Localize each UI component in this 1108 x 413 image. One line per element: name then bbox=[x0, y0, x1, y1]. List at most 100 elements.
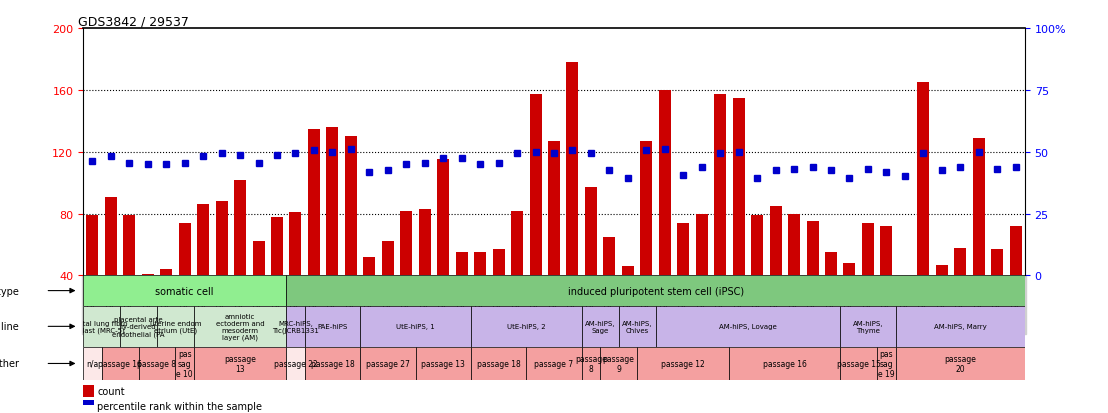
Bar bbox=[973, 138, 985, 276]
Bar bbox=[286, 347, 305, 380]
Bar bbox=[83, 400, 94, 412]
Text: passage 12: passage 12 bbox=[661, 359, 705, 368]
Text: AM-hiPS, Lovage: AM-hiPS, Lovage bbox=[719, 323, 777, 330]
Text: passage 15: passage 15 bbox=[837, 359, 881, 368]
Bar bbox=[360, 347, 416, 380]
Bar bbox=[770, 206, 781, 276]
Bar bbox=[526, 347, 582, 380]
Text: passage 16: passage 16 bbox=[99, 359, 142, 368]
Bar bbox=[471, 306, 582, 347]
Text: pas
sag
e 10: pas sag e 10 bbox=[176, 349, 193, 378]
Bar bbox=[194, 306, 286, 347]
Text: passage
9: passage 9 bbox=[603, 354, 635, 373]
Text: passage 7: passage 7 bbox=[534, 359, 574, 368]
Bar bbox=[142, 274, 154, 276]
Bar bbox=[416, 347, 471, 380]
Bar bbox=[656, 306, 840, 347]
Bar bbox=[286, 276, 1025, 306]
Bar bbox=[400, 211, 412, 276]
Bar bbox=[305, 306, 360, 347]
Bar bbox=[471, 347, 526, 380]
Bar bbox=[843, 263, 855, 276]
Bar bbox=[840, 306, 895, 347]
Bar bbox=[936, 265, 947, 276]
Bar bbox=[659, 90, 670, 276]
Text: passage 18: passage 18 bbox=[310, 359, 355, 368]
Bar bbox=[345, 137, 357, 276]
Bar bbox=[530, 95, 542, 276]
Bar bbox=[83, 306, 120, 347]
Bar bbox=[253, 242, 265, 276]
Bar bbox=[878, 347, 895, 380]
Bar bbox=[216, 202, 227, 276]
Text: somatic cell: somatic cell bbox=[155, 286, 214, 296]
Text: percentile rank within the sample: percentile rank within the sample bbox=[98, 401, 263, 411]
Bar bbox=[582, 347, 601, 380]
Bar bbox=[234, 180, 246, 276]
Bar bbox=[83, 347, 102, 380]
Bar bbox=[840, 347, 878, 380]
Bar bbox=[992, 249, 1003, 276]
Bar bbox=[582, 306, 618, 347]
Bar bbox=[286, 306, 305, 347]
Text: fetal lung fibro
blast (MRC-5): fetal lung fibro blast (MRC-5) bbox=[75, 320, 127, 333]
Text: passage 8: passage 8 bbox=[137, 359, 176, 368]
Text: induced pluripotent stem cell (iPSC): induced pluripotent stem cell (iPSC) bbox=[567, 286, 743, 296]
Bar bbox=[637, 347, 729, 380]
Text: pas
sag
e 19: pas sag e 19 bbox=[878, 349, 895, 378]
Text: PAE-hiPS: PAE-hiPS bbox=[317, 323, 348, 330]
Bar bbox=[83, 276, 286, 306]
Bar bbox=[548, 142, 560, 276]
Text: passage 18: passage 18 bbox=[476, 359, 521, 368]
Bar bbox=[622, 266, 634, 276]
Bar bbox=[83, 385, 94, 397]
Text: AM-hiPS,
Chives: AM-hiPS, Chives bbox=[622, 320, 653, 333]
Text: GDS3842 / 29537: GDS3842 / 29537 bbox=[79, 16, 189, 29]
Bar bbox=[157, 306, 194, 347]
Text: passage 13: passage 13 bbox=[421, 359, 465, 368]
Bar bbox=[86, 216, 99, 276]
Text: cell type: cell type bbox=[0, 286, 19, 296]
Text: AM-hiPS, Marry: AM-hiPS, Marry bbox=[934, 323, 986, 330]
Bar bbox=[197, 205, 209, 276]
Bar bbox=[363, 257, 376, 276]
Text: amniotic
ectoderm and
mesoderm
layer (AM): amniotic ectoderm and mesoderm layer (AM… bbox=[216, 313, 265, 340]
Bar bbox=[102, 347, 138, 380]
Bar bbox=[601, 347, 637, 380]
Bar bbox=[729, 347, 840, 380]
Bar bbox=[178, 223, 191, 276]
Bar bbox=[954, 248, 966, 276]
Text: MRC-hiPS,
Tic(JCRB1331: MRC-hiPS, Tic(JCRB1331 bbox=[273, 320, 319, 333]
Text: n/a: n/a bbox=[86, 359, 99, 368]
Bar bbox=[175, 347, 194, 380]
Bar bbox=[120, 306, 157, 347]
Text: passage
20: passage 20 bbox=[944, 354, 976, 373]
Bar bbox=[677, 223, 689, 276]
Bar bbox=[618, 306, 656, 347]
Bar bbox=[807, 222, 819, 276]
Bar bbox=[732, 98, 745, 276]
Text: passage 27: passage 27 bbox=[366, 359, 410, 368]
Bar bbox=[161, 270, 172, 276]
Bar bbox=[604, 237, 615, 276]
Bar bbox=[419, 209, 431, 276]
Bar bbox=[271, 217, 283, 276]
Bar bbox=[899, 276, 911, 305]
Bar bbox=[308, 129, 320, 276]
Bar bbox=[585, 188, 597, 276]
Bar bbox=[360, 306, 471, 347]
Text: UtE-hiPS, 2: UtE-hiPS, 2 bbox=[507, 323, 545, 330]
Bar bbox=[881, 226, 892, 276]
Bar bbox=[917, 83, 930, 276]
Bar bbox=[696, 214, 708, 276]
Text: AM-hiPS,
Sage: AM-hiPS, Sage bbox=[585, 320, 615, 333]
Bar bbox=[289, 213, 301, 276]
Text: passage
8: passage 8 bbox=[575, 354, 607, 373]
Bar bbox=[895, 347, 1025, 380]
Bar bbox=[194, 347, 286, 380]
Bar bbox=[138, 347, 175, 380]
Bar bbox=[895, 306, 1025, 347]
Bar bbox=[566, 63, 578, 276]
Bar bbox=[493, 249, 504, 276]
Bar bbox=[382, 242, 393, 276]
